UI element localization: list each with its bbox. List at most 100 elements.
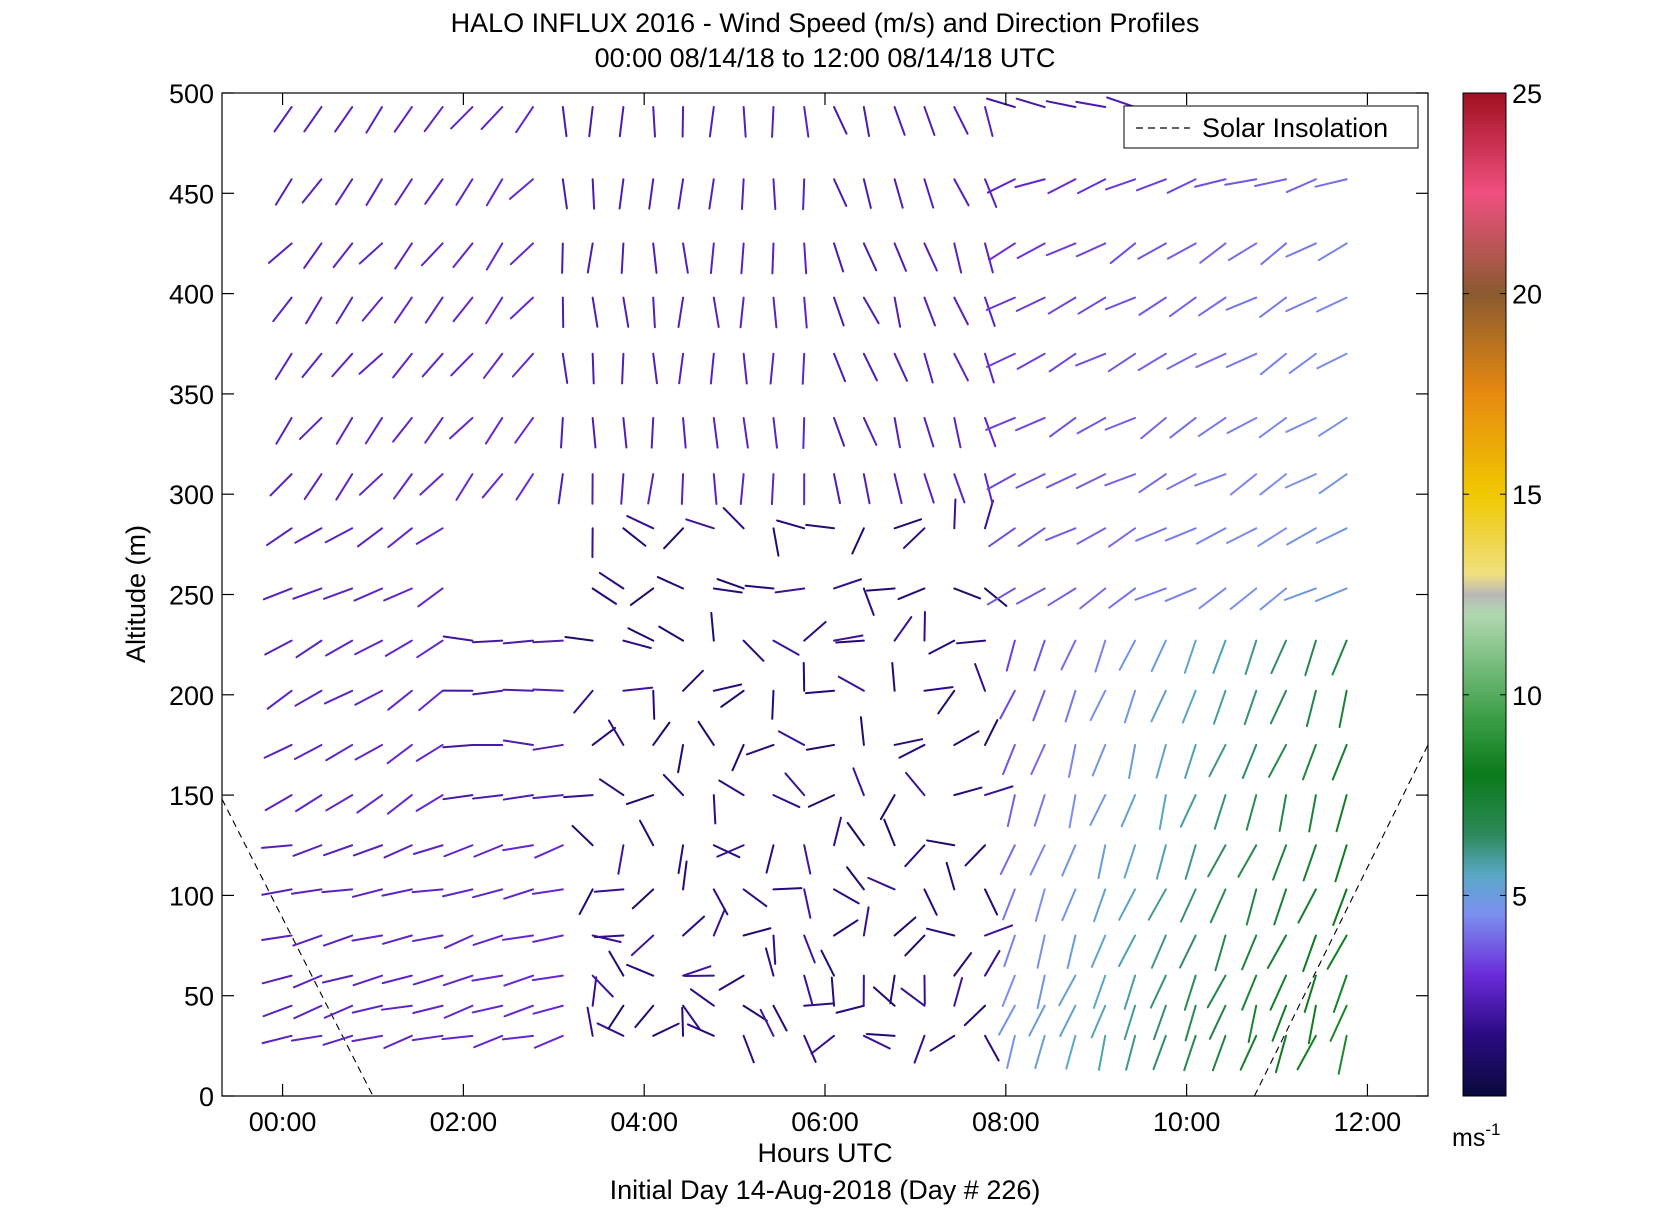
wind-arrow: [591, 296, 599, 328]
wind-arrow: [1047, 587, 1077, 607]
wind-arrow: [509, 242, 534, 266]
wind-arrow: [325, 794, 354, 812]
wind-arrow: [1304, 639, 1317, 677]
wind-arrow: [712, 888, 729, 916]
wind-arrow: [303, 242, 323, 269]
wind-arrow: [652, 242, 658, 274]
wind-arrow: [771, 242, 775, 275]
wind-arrow: [1123, 1004, 1137, 1041]
wind-arrow: [1179, 794, 1197, 828]
wind-arrow: [986, 587, 1016, 606]
wind-arrow: [532, 1004, 564, 1015]
wind-arrow: [532, 688, 564, 692]
wind-arrow: [358, 473, 384, 496]
wind-arrow: [923, 686, 954, 692]
wind-arrow: [772, 178, 777, 211]
wind-arrow: [364, 416, 384, 445]
wind-arrow: [1194, 178, 1227, 188]
wind-arrow: [769, 352, 775, 385]
wind-arrow: [1045, 473, 1077, 489]
wind-arrow: [450, 106, 474, 130]
wind-arrow: [1225, 352, 1258, 368]
wind-arrow: [764, 947, 775, 977]
wind-arrow: [1271, 1004, 1288, 1042]
wind-arrow: [810, 1034, 836, 1055]
wind-arrow: [586, 1006, 594, 1037]
wind-arrow: [563, 794, 594, 799]
wind-arrow: [560, 416, 564, 449]
wind-arrow: [1199, 242, 1227, 264]
wind-arrow: [321, 974, 354, 984]
wind-arrow: [354, 639, 384, 656]
wind-arrow: [593, 934, 625, 939]
wind-arrow: [902, 527, 926, 549]
wind-arrow: [984, 924, 1014, 937]
wind-arrow: [1226, 416, 1258, 434]
wind-arrow: [1302, 743, 1317, 781]
wind-arrow: [712, 587, 743, 594]
wind-arrow: [652, 106, 656, 138]
wind-arrow: [889, 974, 896, 1005]
wind-arrow: [986, 473, 1016, 491]
y-tick-label: 50: [184, 982, 214, 1012]
wind-arrow: [804, 689, 836, 695]
wind-arrow: [386, 794, 413, 815]
wind-arrow: [1206, 974, 1227, 1009]
wind-arrow: [1089, 794, 1107, 826]
wind-arrow: [953, 242, 963, 274]
wind-arrow: [480, 106, 504, 131]
chart-title: HALO INFLUX 2016 - Wind Speed (m/s) and …: [451, 8, 1200, 73]
wind-arrow: [274, 352, 293, 381]
wind-arrow: [485, 296, 504, 325]
wind-arrow: [617, 844, 625, 875]
wind-arrow: [618, 178, 625, 210]
wind-arrow: [1254, 178, 1288, 187]
wind-arrow: [384, 639, 413, 657]
wind-arrow: [1269, 974, 1288, 1011]
wind-arrow: [1061, 844, 1077, 877]
solar-insolation-lines: [222, 744, 1428, 1096]
wind-arrow: [356, 794, 384, 814]
wind-arrow: [1179, 934, 1197, 969]
legend-label: Solar Insolation: [1202, 113, 1388, 143]
colorbar-unit-base: ms: [1452, 1124, 1485, 1152]
wind-arrow: [833, 634, 864, 642]
wind-arrow: [412, 974, 444, 986]
wind-arrow: [893, 296, 902, 328]
wind-arrow: [833, 178, 848, 207]
wind-arrow: [392, 416, 413, 443]
wind-arrow: [1241, 974, 1258, 1011]
wind-arrow: [1149, 974, 1167, 1009]
wind-arrow: [1303, 974, 1317, 1013]
wind-arrow: [1302, 934, 1317, 973]
wind-arrow: [634, 1004, 655, 1029]
wind-arrow: [985, 296, 1016, 311]
wind-arrow: [681, 1006, 685, 1037]
wind-arrow: [802, 178, 806, 211]
wind-arrow: [984, 352, 995, 384]
wind-arrow: [953, 786, 983, 797]
wind-arrow: [1243, 689, 1258, 726]
wind-arrow: [424, 296, 444, 324]
wind-arrow: [1286, 527, 1317, 546]
wind-arrow: [502, 739, 534, 746]
wind-arrow: [893, 518, 923, 530]
wind-arrow: [591, 352, 595, 385]
wind-arrow: [393, 106, 413, 133]
wind-arrow: [652, 352, 658, 385]
wind-arrow: [301, 178, 323, 204]
wind-arrow: [862, 416, 878, 446]
wind-arrow: [682, 965, 712, 977]
wind-arrow: [1091, 743, 1107, 777]
wind-arrow: [953, 587, 982, 600]
wind-arrow: [897, 587, 926, 601]
wind-arrow: [1245, 794, 1258, 831]
wind-arrow: [416, 639, 444, 659]
wind-arrow: [1034, 888, 1046, 922]
wind-arrow: [442, 888, 474, 898]
wind-arrow: [421, 352, 444, 378]
wind-arrow: [772, 296, 778, 329]
wind-arrow: [742, 416, 749, 449]
wind-arrow: [984, 416, 997, 448]
wind-arrow: [953, 730, 980, 746]
